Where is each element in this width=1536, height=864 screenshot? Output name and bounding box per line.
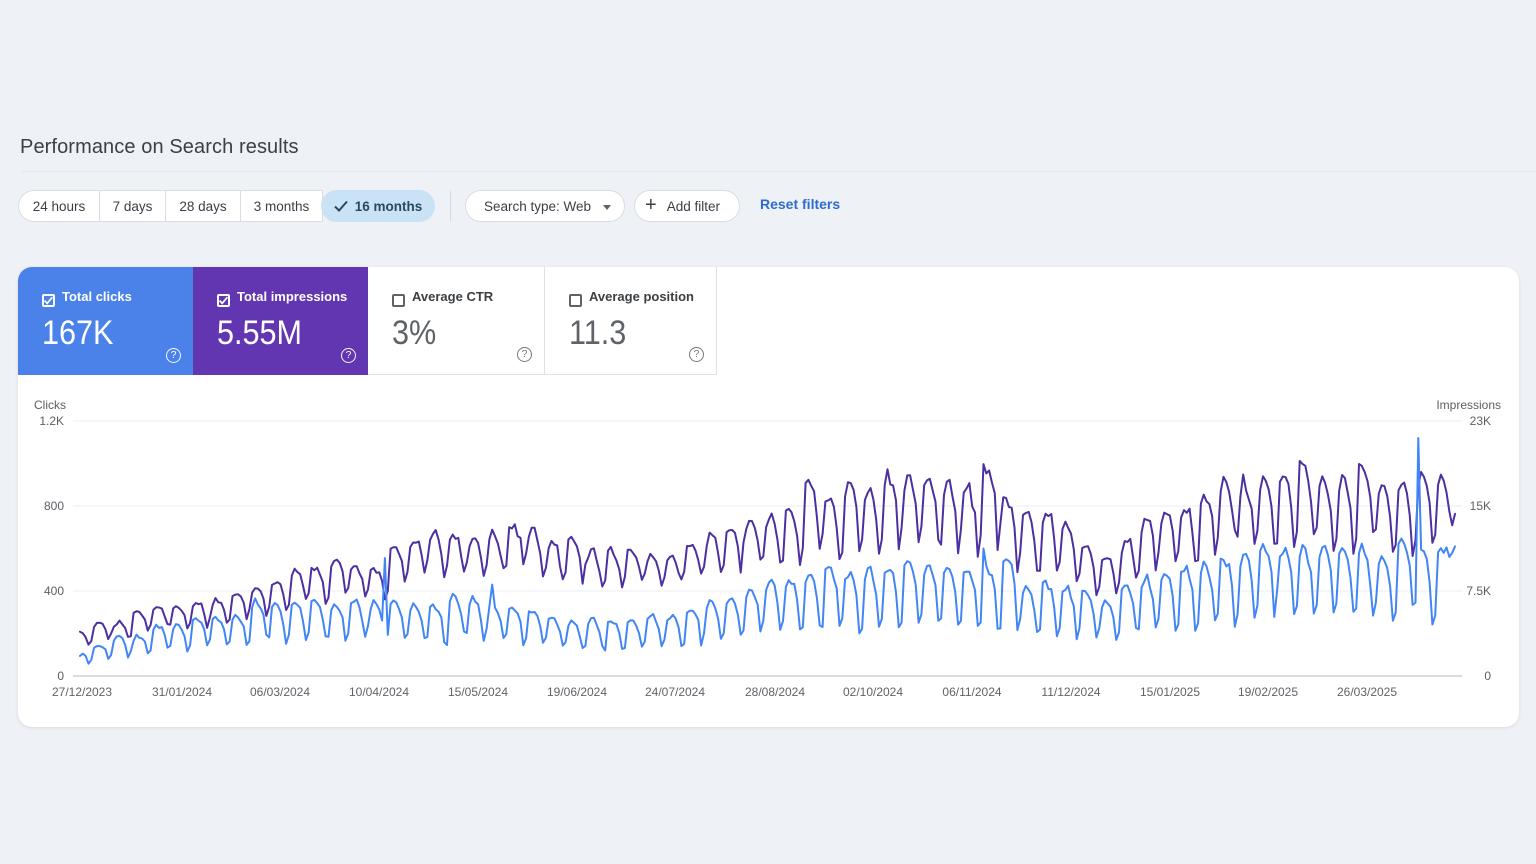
- svg-text:1.2K: 1.2K: [39, 414, 64, 428]
- svg-text:7.5K: 7.5K: [1466, 584, 1491, 598]
- svg-text:06/03/2024: 06/03/2024: [250, 685, 310, 699]
- svg-text:15K: 15K: [1470, 499, 1491, 513]
- svg-text:19/06/2024: 19/06/2024: [547, 685, 607, 699]
- svg-text:400: 400: [44, 584, 64, 598]
- svg-text:23K: 23K: [1470, 414, 1491, 428]
- svg-text:800: 800: [44, 499, 64, 513]
- svg-text:15/01/2025: 15/01/2025: [1140, 685, 1200, 699]
- svg-text:28/08/2024: 28/08/2024: [745, 685, 805, 699]
- svg-text:11/12/2024: 11/12/2024: [1041, 685, 1100, 699]
- svg-text:31/01/2024: 31/01/2024: [152, 685, 212, 699]
- svg-text:06/11/2024: 06/11/2024: [942, 685, 1001, 699]
- svg-text:15/05/2024: 15/05/2024: [448, 685, 508, 699]
- svg-text:0: 0: [57, 669, 64, 683]
- svg-text:19/02/2025: 19/02/2025: [1238, 685, 1298, 699]
- svg-text:Impressions: Impressions: [1436, 398, 1501, 412]
- svg-text:Clicks: Clicks: [34, 398, 66, 412]
- svg-text:26/03/2025: 26/03/2025: [1337, 685, 1397, 699]
- svg-text:24/07/2024: 24/07/2024: [645, 685, 705, 699]
- svg-text:10/04/2024: 10/04/2024: [349, 685, 409, 699]
- svg-text:27/12/2023: 27/12/2023: [52, 685, 112, 699]
- svg-text:02/10/2024: 02/10/2024: [843, 685, 903, 699]
- svg-text:0: 0: [1484, 669, 1491, 683]
